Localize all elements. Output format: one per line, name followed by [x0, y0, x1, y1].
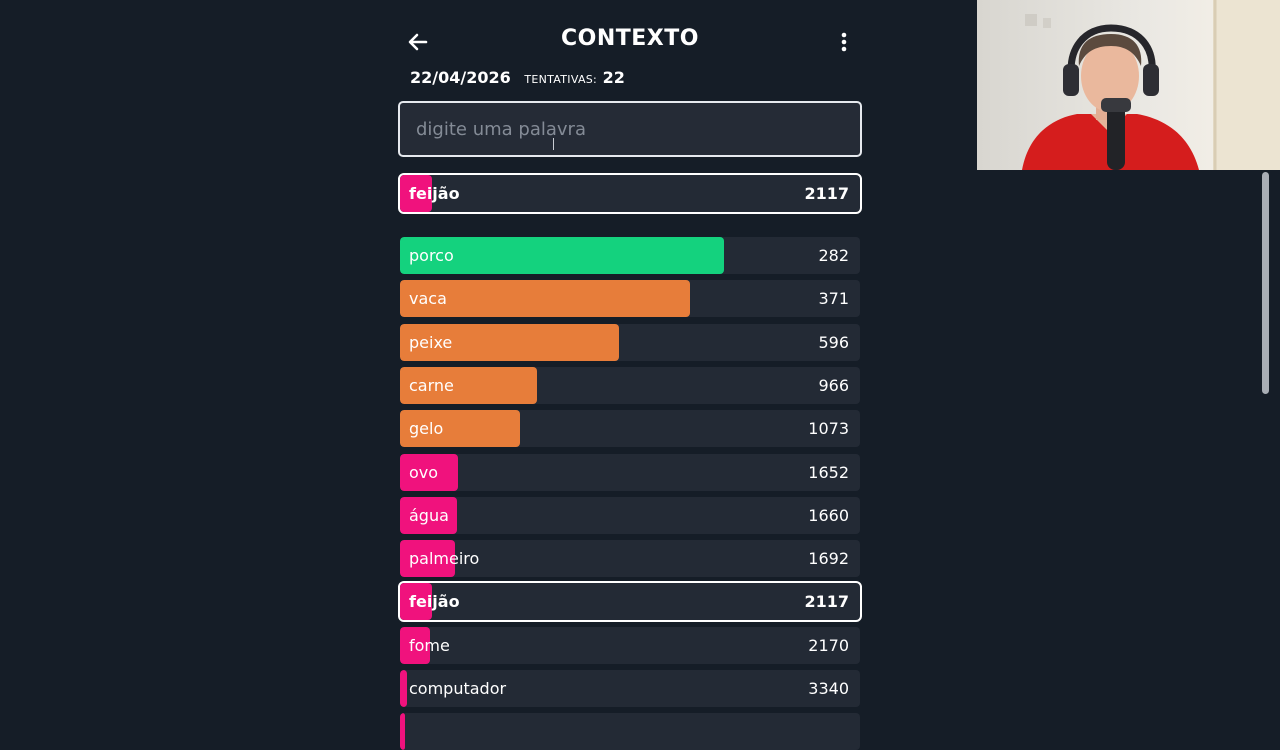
guess-row: [400, 713, 860, 750]
webcam-overlay: [977, 0, 1280, 170]
header: CONTEXTO: [398, 22, 862, 62]
guess-word: carne: [409, 375, 454, 395]
guess-word: vaca: [409, 289, 447, 309]
game-info: 22/04/2026 TENTATIVAS: 22: [410, 68, 625, 87]
back-button[interactable]: [404, 28, 432, 56]
attempts-label: TENTATIVAS:: [524, 73, 598, 86]
closeness-bar: [400, 670, 407, 707]
guess-rank: 2170: [808, 635, 849, 655]
guess-word: água: [409, 505, 449, 525]
webcam-person-icon: [1022, 0, 1280, 170]
guess-rank: 596: [818, 332, 849, 352]
kebab-menu-icon: [841, 32, 847, 52]
guess-rank: 371: [818, 289, 849, 309]
guess-word: ovo: [409, 462, 439, 482]
guess-row: palmeiro 1692: [400, 540, 860, 578]
current-guess-row: feijão 2117: [398, 581, 862, 623]
closeness-bar: [400, 366, 538, 404]
guess-rank: 1073: [808, 419, 849, 439]
guess-word: porco: [409, 246, 454, 265]
page-scrollbar[interactable]: [1260, 170, 1280, 720]
guess-rank: 1652: [808, 462, 849, 482]
guess-row: ovo 1652: [400, 453, 860, 491]
guess-word: feijão: [409, 592, 460, 612]
closeness-bar: [400, 583, 433, 621]
scrollbar-thumb[interactable]: [1262, 172, 1269, 394]
closeness-bar: [400, 626, 430, 664]
guess-row: computador 3340: [400, 670, 860, 707]
guess-rank: 966: [818, 375, 849, 395]
closeness-bar: [400, 175, 433, 212]
guess-word: gelo: [409, 419, 444, 439]
closeness-bar: [400, 237, 725, 274]
guess-word: feijão: [409, 184, 460, 203]
guess-rank: 3340: [808, 679, 849, 698]
guess-row: vaca 371: [400, 280, 860, 318]
guess-word: peixe: [409, 332, 453, 352]
guess-row: água 1660: [400, 496, 860, 534]
page-title: CONTEXTO: [561, 26, 699, 51]
text-cursor-icon: [553, 138, 556, 150]
guess-input[interactable]: [400, 103, 860, 155]
guess-rank: 1692: [808, 549, 849, 569]
guess-rank: 1660: [808, 505, 849, 525]
current-guess-row: feijão 2117: [398, 173, 862, 214]
guess-word: computador: [409, 679, 507, 698]
attempts-count: 22: [602, 68, 625, 87]
guess-rank: 2117: [804, 184, 849, 203]
closeness-bar: [400, 713, 405, 750]
guess-word: palmeiro: [409, 549, 480, 569]
guess-row: peixe 596: [400, 323, 860, 361]
guess-row: carne 966: [400, 366, 860, 404]
game-date: 22/04/2026: [410, 68, 511, 87]
closeness-bar: [400, 280, 690, 318]
menu-button[interactable]: [834, 28, 854, 56]
guess-rank: 282: [818, 246, 849, 265]
closeness-bar: [400, 323, 619, 361]
closeness-bar: [400, 410, 520, 448]
arrow-left-icon: [408, 33, 428, 51]
guess-row: fome 2170: [400, 626, 860, 664]
guess-rank: 2117: [804, 592, 849, 612]
closeness-bar: [400, 496, 458, 534]
guess-input-box[interactable]: [398, 101, 862, 157]
guess-word: fome: [409, 635, 450, 655]
guess-row: porco 282: [400, 237, 860, 274]
guess-row: gelo 1073: [400, 410, 860, 448]
closeness-bar: [400, 453, 458, 491]
closeness-bar: [400, 540, 456, 578]
contexto-app: CONTEXTO 22/04/2026 TENTATIVAS: 22 feijã…: [398, 0, 862, 750]
